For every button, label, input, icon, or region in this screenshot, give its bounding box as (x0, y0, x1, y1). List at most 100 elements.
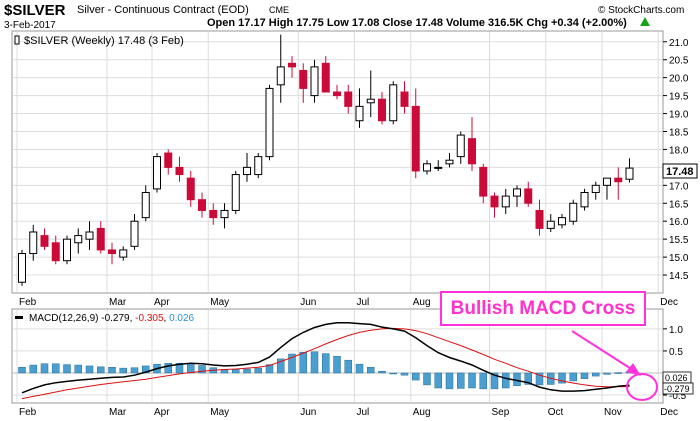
macd-legend-hist: 0.026 (169, 313, 194, 324)
candle-body (288, 62, 296, 68)
candle-body (141, 192, 150, 219)
candle (63, 235, 71, 265)
histogram-bar (243, 368, 251, 374)
candle (29, 224, 38, 261)
histogram-bar (389, 372, 397, 375)
price-x-tick-label: May (210, 297, 229, 308)
candle (490, 192, 499, 218)
candle (186, 170, 195, 207)
candle (96, 221, 105, 254)
candle-body (546, 220, 555, 229)
candle (220, 203, 229, 229)
histogram-bar (277, 358, 285, 374)
histogram-bar (288, 353, 296, 374)
macd-y-tick-label: -0.5 (669, 391, 687, 402)
histogram-bar (524, 372, 532, 385)
macd-hist-tag: 0.026 (665, 373, 688, 383)
histogram-bar (490, 372, 499, 390)
candle-body (254, 156, 263, 176)
candle-body (310, 66, 319, 97)
candle-body (119, 249, 128, 258)
candle-body (220, 209, 229, 219)
price-x-tick-label: Mar (109, 297, 127, 308)
candle-body (74, 235, 83, 244)
price-y-tick-label: 20.5 (669, 56, 689, 67)
candle-body (625, 167, 634, 180)
histogram-bar (468, 372, 476, 389)
histogram-bar (29, 364, 37, 374)
candle (524, 181, 533, 207)
histogram-bar (479, 372, 487, 390)
candle-body (231, 174, 240, 211)
candle-body (164, 152, 173, 168)
macd-x-tick-label: Nov (604, 407, 622, 418)
macd-x-tick-label: May (210, 407, 229, 418)
candle-body (209, 209, 218, 219)
histogram-bar (322, 353, 330, 374)
price-y-tick-label: 19.5 (669, 92, 689, 103)
price-y-tick-label: 18.5 (669, 127, 689, 138)
histogram-bar (423, 372, 431, 386)
macd-legend-sep2: , (164, 313, 170, 324)
quote-line: Open 17.17 High 17.75 Low 17.08 Close 17… (207, 17, 627, 29)
histogram-bar (175, 363, 184, 374)
histogram-bar (40, 363, 49, 374)
macd-line (21, 321, 630, 394)
annotation-arrow-line (571, 330, 637, 373)
candle-body (501, 195, 510, 208)
candle (198, 192, 206, 218)
candle-body (18, 253, 26, 283)
candle-body (186, 177, 195, 201)
candle-body (153, 156, 161, 190)
macd-legend-text: MACD(12,26,9) -0.279, -0.305, 0.026 (29, 313, 195, 324)
candle-body (490, 195, 499, 208)
candle-body (85, 231, 94, 240)
candle-body (456, 134, 465, 158)
candle (546, 214, 555, 232)
macd-x-tick-label: Dec (660, 407, 678, 418)
candle (40, 228, 49, 250)
price-y-tick-label: 20.0 (669, 74, 689, 85)
histogram-bar (603, 372, 611, 375)
histogram-bar (569, 372, 577, 382)
price-x-tick-label: Dec (660, 297, 678, 308)
price-x-tick-label: Apr (154, 297, 170, 308)
candle (310, 59, 319, 103)
price-y-tick-label: 17.0 (669, 181, 689, 192)
macd-x-tick-label: Jun (300, 407, 316, 418)
histogram-bar (367, 367, 375, 374)
macd-y-tick-label: 0.5 (669, 347, 683, 358)
histogram-bar (254, 367, 262, 374)
price-x-tick-label: Jul (357, 297, 370, 308)
annotation-text: Bullish MACD Cross (450, 297, 636, 319)
candle (153, 153, 161, 193)
candle (501, 188, 510, 215)
price-y-tick-label: 14.5 (669, 271, 689, 282)
candle (265, 84, 274, 161)
candle-body (29, 231, 38, 255)
price-y-tick-label: 19.0 (669, 110, 689, 121)
candle-body (389, 84, 398, 122)
histogram-bar (434, 372, 442, 389)
candle (288, 56, 296, 78)
candle-body (333, 91, 341, 97)
candle-body (603, 177, 611, 186)
histogram-bar (108, 367, 116, 374)
legend-candle-icon (14, 35, 20, 45)
candle (445, 153, 454, 168)
candle-body (558, 217, 566, 226)
histogram-bar (502, 372, 510, 389)
candle (243, 153, 251, 182)
candle-body (378, 98, 386, 122)
histogram-bar (558, 372, 566, 384)
candle-body (321, 62, 330, 93)
candle-body (479, 166, 488, 197)
candle (591, 181, 600, 200)
candle (299, 63, 308, 103)
price-grid (13, 32, 662, 292)
macd-legend-macd: -0.279 (101, 313, 130, 324)
candle (74, 228, 83, 254)
macd-legend: MACD(12,26,9) -0.279, -0.305, 0.026 (15, 313, 195, 324)
candle-body (366, 98, 375, 104)
